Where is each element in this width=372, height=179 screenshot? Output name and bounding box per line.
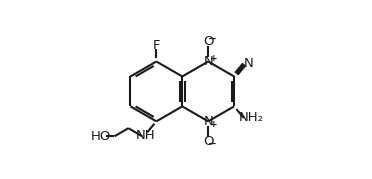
Text: NH: NH	[135, 129, 155, 142]
Text: NH₂: NH₂	[238, 112, 264, 124]
Text: +: +	[210, 54, 217, 63]
Text: HO: HO	[91, 130, 111, 143]
Text: N: N	[203, 55, 213, 68]
Text: F: F	[153, 39, 160, 52]
Text: −: −	[208, 33, 217, 43]
Text: +: +	[210, 120, 217, 129]
Text: O: O	[203, 35, 214, 48]
Text: −: −	[208, 139, 217, 149]
Text: N: N	[203, 115, 213, 128]
Text: N: N	[244, 57, 253, 70]
Text: O: O	[203, 135, 214, 148]
